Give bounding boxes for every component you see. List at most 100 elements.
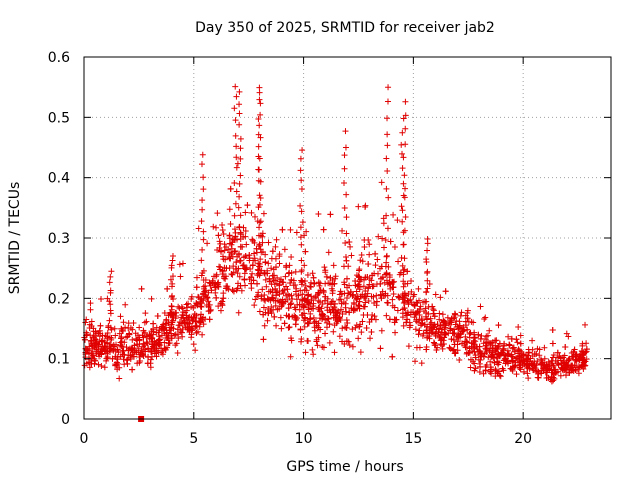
data-point [430, 324, 437, 331]
data-point [361, 237, 368, 244]
data-point [315, 324, 322, 331]
data-point [350, 291, 357, 298]
data-point [249, 262, 256, 269]
data-point [356, 298, 363, 305]
data-point [427, 321, 434, 328]
data-point [442, 288, 449, 295]
data-point [367, 335, 374, 342]
data-point [235, 265, 242, 272]
data-point [98, 351, 105, 358]
data-point [124, 356, 131, 363]
data-point [231, 248, 238, 255]
data-point [213, 271, 220, 278]
data-point [246, 252, 253, 259]
data-point [260, 311, 267, 318]
data-point [352, 278, 359, 285]
data-point [349, 343, 356, 350]
data-point [379, 274, 386, 281]
data-point [538, 361, 545, 368]
data-point [148, 347, 155, 354]
data-point [343, 294, 350, 301]
data-point [520, 356, 527, 363]
data-point [273, 322, 280, 329]
data-point [299, 219, 306, 226]
data-point [251, 255, 258, 262]
data-point [344, 284, 351, 291]
data-point [310, 274, 317, 281]
data-point [198, 311, 205, 318]
data-point [325, 280, 332, 287]
data-point [436, 310, 443, 317]
data-point [262, 251, 269, 258]
data-point [214, 210, 221, 217]
data-point [366, 318, 373, 325]
data-point [487, 364, 494, 371]
data-point [183, 314, 190, 321]
data-point [256, 155, 263, 162]
data-point [179, 312, 186, 319]
data-point [204, 240, 211, 247]
data-point [333, 313, 340, 320]
data-point [260, 210, 267, 217]
data-point [103, 347, 110, 354]
data-point [390, 211, 397, 218]
data-point [198, 300, 205, 307]
data-point [208, 287, 215, 294]
data-point [237, 243, 244, 250]
data-point [231, 226, 238, 233]
data-point [249, 237, 256, 244]
data-point [282, 273, 289, 280]
data-point [203, 294, 210, 301]
data-point [199, 331, 206, 338]
data-point [470, 319, 477, 326]
data-point [122, 301, 129, 308]
data-point [248, 280, 255, 287]
data-point [330, 328, 337, 335]
data-point [104, 354, 111, 361]
data-point [579, 342, 586, 349]
data-point [256, 260, 263, 267]
data-point [342, 144, 349, 151]
data-point [477, 303, 484, 310]
chart-title: Day 350 of 2025, SRMTID for receiver jab… [195, 20, 495, 36]
data-point [168, 321, 175, 328]
data-point [476, 343, 483, 350]
data-point [262, 276, 269, 283]
data-point [107, 301, 114, 308]
data-point [227, 220, 234, 227]
data-point [341, 290, 348, 297]
data-point [302, 349, 309, 356]
data-point [268, 304, 275, 311]
data-point [90, 328, 97, 335]
data-point [200, 228, 207, 235]
data-point [471, 334, 478, 341]
data-point [193, 301, 200, 308]
data-point [555, 361, 562, 368]
data-point [415, 285, 422, 292]
data-point [429, 329, 436, 336]
data-point [515, 346, 522, 353]
data-point [342, 304, 349, 311]
data-point [297, 224, 304, 231]
data-point [200, 321, 207, 328]
data-point [233, 93, 240, 100]
data-point [328, 298, 335, 305]
data-point [355, 273, 362, 280]
data-point [272, 285, 279, 292]
data-point [424, 247, 431, 254]
data-point [133, 349, 140, 356]
data-point [135, 345, 142, 352]
data-point [199, 197, 206, 204]
data-point [264, 270, 271, 277]
data-point [372, 262, 379, 269]
data-point [280, 279, 287, 286]
data-point [452, 321, 459, 328]
data-point [374, 256, 381, 263]
data-point [231, 212, 238, 219]
data-point [283, 283, 290, 290]
data-point [272, 277, 279, 284]
data-point [424, 277, 431, 284]
data-point [331, 304, 338, 311]
data-point [541, 344, 548, 351]
data-point [255, 116, 262, 123]
